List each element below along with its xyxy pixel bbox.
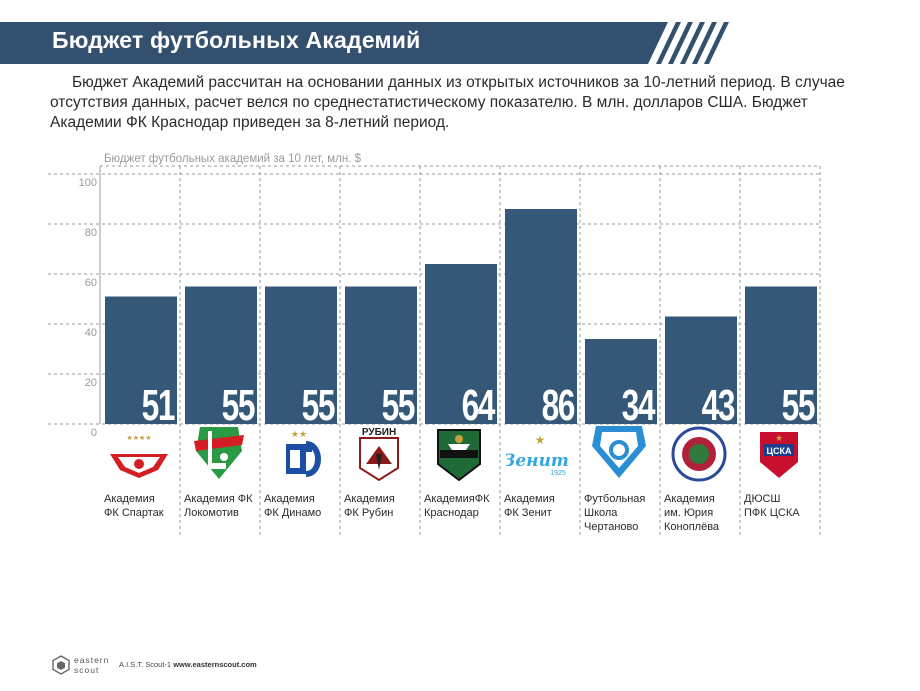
lokomotiv-logo-icon <box>186 423 252 481</box>
footer-text: A.I.S.T. Scout-1 www.easternscout.com <box>119 660 257 669</box>
team-label-line: ФК Динамо <box>264 507 322 519</box>
team-label: Академия ФК Зенит <box>504 492 582 520</box>
footer-product: A.I.S.T. Scout-1 <box>119 660 172 669</box>
team-label-line: Школа <box>584 507 618 519</box>
y-tick-label: 80 <box>85 227 97 239</box>
bar <box>425 264 497 424</box>
bar-value-label: 55 <box>302 381 336 430</box>
spartak-logo-icon: ★★★★ <box>106 430 172 488</box>
team-label: ДЮСШ ПФК ЦСКА <box>744 492 822 520</box>
footer-brand-line1: eastern <box>74 655 110 665</box>
team-label-line: ФК Спартак <box>104 507 164 519</box>
bar-value-label: 64 <box>462 381 496 430</box>
cska-logo-text: ЦСКА <box>766 446 792 456</box>
bar-value-label: 51 <box>142 381 176 430</box>
team-label-line: Футбольная <box>584 493 646 505</box>
team-label: АкадемияФК Краснодар <box>424 492 502 520</box>
team-label-line: им. Юрия <box>664 507 714 519</box>
svg-text:★★★★: ★★★★ <box>126 434 151 442</box>
rubin-logo-text: РУБИН <box>362 427 396 438</box>
cska-logo-icon: ЦСКА ★ <box>746 426 812 484</box>
bar <box>665 316 737 424</box>
bar <box>505 209 577 424</box>
team-label-line: АкадемияФК <box>424 493 490 505</box>
bar <box>345 286 417 424</box>
team-label: Академия ФК Динамо <box>264 492 342 520</box>
team-label-line: Чертаново <box>584 521 639 533</box>
bar-value-label: 55 <box>782 381 816 430</box>
bar <box>265 286 337 424</box>
bar <box>105 296 177 424</box>
intro-line: отсутствия данных, расчет велся по средн… <box>50 94 808 111</box>
team-label-line: Академия <box>344 493 395 505</box>
dinamo-logo-icon: ★★ <box>266 426 332 484</box>
team-label-line: ДЮСШ <box>744 493 781 505</box>
zenit-logo-year: 1925 <box>550 470 566 477</box>
bar-value-label: 55 <box>222 381 256 430</box>
team-label-line: Академия ФК <box>184 493 253 505</box>
rubin-logo-icon: РУБИН <box>346 424 412 482</box>
team-label-line: Академия <box>664 493 715 505</box>
footer-brand: eastern scout <box>74 655 109 675</box>
bar <box>585 339 657 424</box>
y-tick-label: 20 <box>85 377 97 389</box>
team-label-line: Академия <box>104 493 155 505</box>
team-label: Академия ФК Спартак <box>104 492 182 520</box>
team-label-line: Локомотив <box>184 507 239 519</box>
footer-url[interactable]: www.easternscout.com <box>173 660 257 669</box>
bar <box>185 286 257 424</box>
chertanovo-logo-icon <box>586 422 652 480</box>
team-label-line: ПФК ЦСКА <box>744 507 800 519</box>
zenit-logo-icon: ★ Зенит 1925 <box>503 430 572 488</box>
y-tick-label: 100 <box>79 177 97 189</box>
y-tick-label: 60 <box>85 277 97 289</box>
konoplev-logo-icon <box>666 424 732 482</box>
zenit-logo-text: Зенит <box>506 451 569 471</box>
team-label-line: Академия <box>264 493 315 505</box>
y-tick-label: 40 <box>85 327 97 339</box>
footer-brand-line2: scout <box>74 665 100 675</box>
team-label-line: ФК Зенит <box>504 507 552 519</box>
bar-value-label: 34 <box>622 381 656 430</box>
page-title: Бюджет футбольных Академий <box>52 27 421 53</box>
intro-paragraph: Бюджет Академий рассчитан на основании д… <box>50 73 845 133</box>
y-tick-label: 0 <box>91 427 97 439</box>
header-bar: Бюджет футбольных Академий <box>0 22 920 64</box>
intro-line: Бюджет Академий рассчитан на основании д… <box>72 74 845 91</box>
svg-text:★: ★ <box>775 434 783 444</box>
chart-title: Бюджет футбольных академий за 10 лет, мл… <box>104 153 361 165</box>
team-label: Академия ФК Локомотив <box>184 492 262 520</box>
eastern-scout-logo-icon <box>52 655 70 675</box>
team-label: Футбольная Школа Чертаново <box>584 492 662 534</box>
team-label-line: Академия <box>504 493 555 505</box>
bar-value-label: 86 <box>542 381 575 430</box>
intro-line: Академии ФК Краснодар приведен за 8-летн… <box>50 114 450 131</box>
bar <box>745 286 817 424</box>
team-label-line: Краснодар <box>424 507 479 519</box>
bar-value-label: 55 <box>382 381 416 430</box>
team-label: Академия ФК Рубин <box>344 492 422 520</box>
krasnodar-logo-icon <box>426 424 492 482</box>
bar-value-label: 43 <box>702 381 735 430</box>
svg-text:★★: ★★ <box>291 430 307 440</box>
team-label-line: Коноплёва <box>664 521 720 533</box>
header-background <box>0 22 729 64</box>
svg-text:★: ★ <box>535 433 546 447</box>
team-label-line: ФК Рубин <box>344 507 394 519</box>
team-label: Академия им. Юрия Коноплёва <box>664 492 742 534</box>
